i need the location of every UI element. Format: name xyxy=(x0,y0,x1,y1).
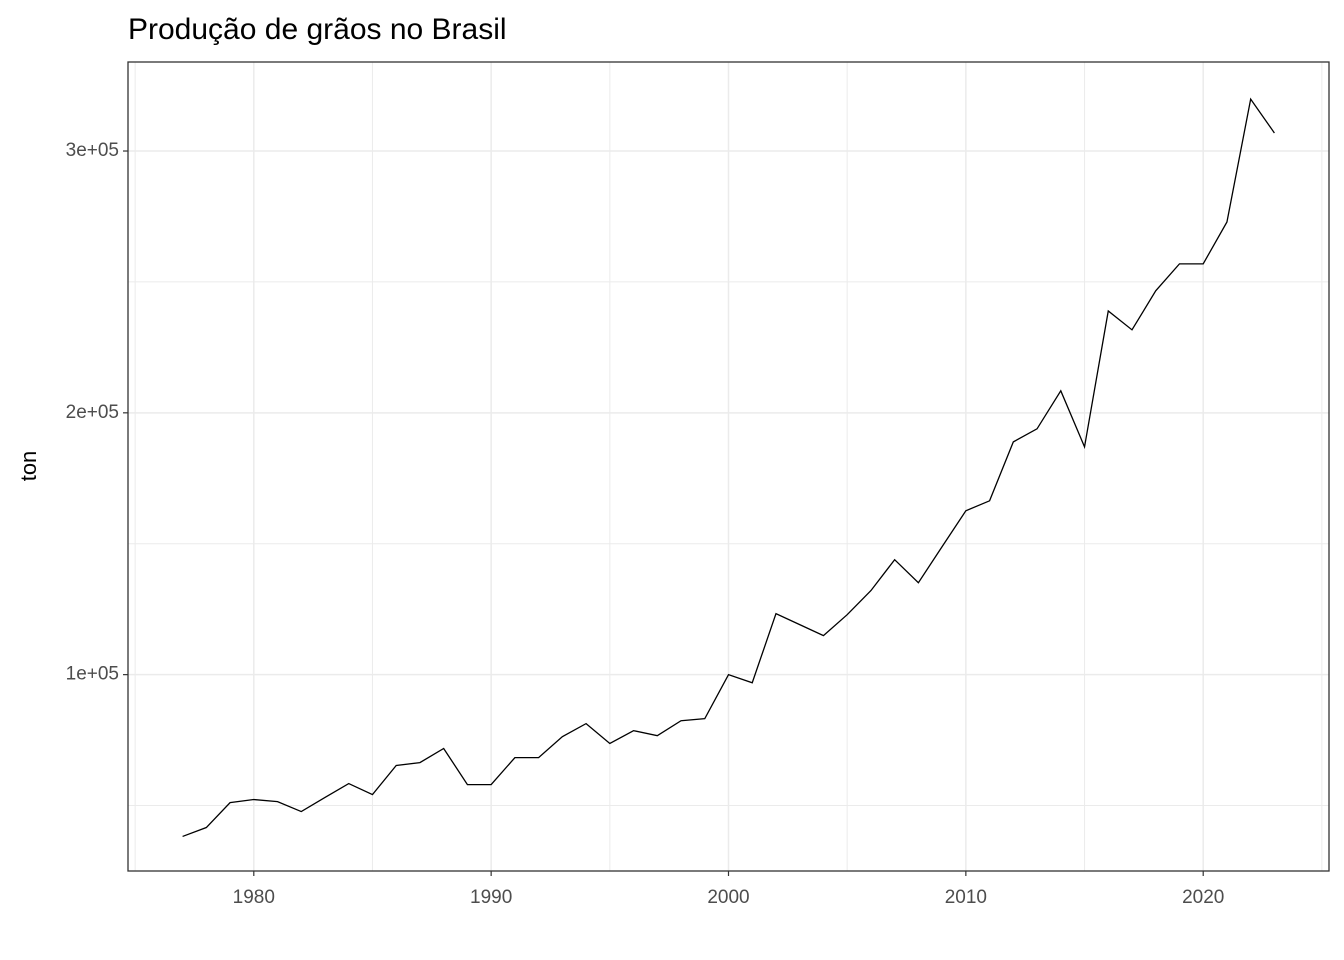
x-tick-label: 2010 xyxy=(945,887,987,908)
x-tick-label: 1990 xyxy=(470,887,512,908)
y-tick-label: 1e+05 xyxy=(66,664,119,685)
x-tick-label: 2020 xyxy=(1182,887,1224,908)
y-axis-label: ton xyxy=(16,451,41,482)
y-tick-label: 3e+05 xyxy=(66,140,119,161)
line xyxy=(182,97,1275,838)
panel-border xyxy=(127,61,1330,872)
y-tick-label: 2e+05 xyxy=(66,402,119,423)
x-tick-label: 1980 xyxy=(233,887,275,908)
chart-title: Produção de grãos no Brasil xyxy=(128,13,507,46)
x-tick-label: 2000 xyxy=(707,887,749,908)
